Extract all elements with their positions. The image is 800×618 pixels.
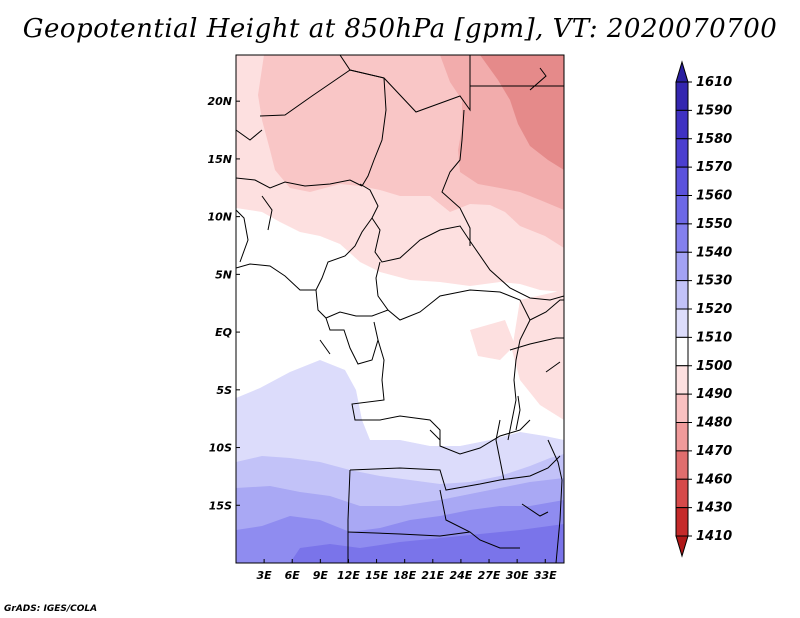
- colorbar-label: 1410: [696, 529, 732, 544]
- contour-1560: [290, 524, 564, 563]
- lon-tick-label: 33E: [534, 569, 557, 582]
- lat-tick-label: EQ: [215, 326, 232, 339]
- colorbar-swatch: [675, 422, 689, 452]
- colorbar-swatch: [675, 251, 689, 282]
- lon-tick-label: 24E: [450, 569, 473, 582]
- colorbar-swatch: [675, 138, 689, 168]
- colorbar-label: 1510: [696, 330, 732, 345]
- lat-tick-label: 10N: [207, 211, 232, 224]
- colorbar-swatch: [675, 308, 689, 338]
- map-title: Geopotential Height at 850hPa [gpm], VT:…: [22, 14, 778, 44]
- colorbar-swatch: [675, 450, 689, 480]
- lon-tick-label: 30E: [506, 569, 529, 582]
- lat-tick-label: 5N: [215, 268, 232, 281]
- colorbar-label: 1490: [696, 387, 732, 402]
- colorbar-bottom-arrow: [675, 535, 689, 558]
- lon-axis: 3E 6E 9E 12E 15E 18E 21E 24E 27E 30E 33E: [257, 559, 557, 582]
- map-frame: [235, 54, 565, 564]
- colorbar-swatch: [675, 81, 689, 111]
- colorbar-swatch: [675, 166, 689, 196]
- lon-tick-label: 9E: [313, 569, 329, 582]
- lat-tick-label: 15S: [209, 499, 232, 512]
- colorbar-swatch: [675, 280, 689, 310]
- colorbar: 1610 1590 1580 1570 1560 1550 1540 1530 1520 1510…: [675, 60, 732, 558]
- lat-tick-label: 5S: [216, 384, 232, 397]
- colorbar-label: 1550: [696, 217, 732, 232]
- colorbar-label: 1460: [696, 472, 732, 487]
- lon-tick-label: 21E: [421, 569, 444, 582]
- colorbar-label: 1520: [696, 302, 732, 317]
- colorbar-label: 1480: [696, 416, 732, 431]
- lon-tick-label: 15E: [365, 569, 388, 582]
- colorbar-label: 1500: [696, 359, 732, 374]
- lat-axis: 20N 15N 10N 5N EQ 5S 10S 15S: [207, 95, 240, 512]
- country-borders: [236, 55, 564, 563]
- colorbar-label: 1560: [696, 189, 732, 204]
- colorbar-swatch: [675, 336, 689, 367]
- lat-tick-label: 15N: [207, 153, 232, 166]
- colorbar-label: 1590: [696, 103, 732, 118]
- colorbar-label: 1540: [696, 245, 732, 260]
- colorbar-label: 1570: [696, 160, 732, 175]
- colorbar-label: 1430: [696, 501, 732, 516]
- lon-tick-label: 27E: [478, 569, 501, 582]
- colorbar-swatch: [675, 393, 689, 423]
- contour-1470: [480, 55, 564, 170]
- lat-tick-label: 10S: [209, 442, 232, 455]
- colorbar-swatch: [675, 478, 689, 509]
- colorbar-swatch: [675, 507, 689, 537]
- lon-tick-label: 6E: [285, 569, 301, 582]
- colorbar-label: 1530: [696, 274, 732, 289]
- lon-tick-label: 3E: [257, 569, 273, 582]
- lon-tick-label: 18E: [393, 569, 416, 582]
- contour-1500-central: [470, 320, 515, 360]
- height-field: [236, 55, 564, 563]
- contour-1500-east: [512, 290, 564, 420]
- lon-tick-label: 12E: [337, 569, 360, 582]
- lat-tick-label: 20N: [207, 95, 232, 108]
- colorbar-label: 1580: [696, 132, 732, 147]
- colorbar-swatch: [675, 365, 689, 395]
- colorbar-swatch: [675, 109, 689, 140]
- colorbar-swatch: [675, 223, 689, 253]
- colorbar-top-arrow: [675, 60, 689, 83]
- colorbar-label: 1610: [696, 75, 732, 90]
- footer-credit: GrADS: IGES/COLA: [4, 604, 98, 614]
- colorbar-swatch: [675, 195, 689, 225]
- colorbar-label: 1470: [696, 444, 732, 459]
